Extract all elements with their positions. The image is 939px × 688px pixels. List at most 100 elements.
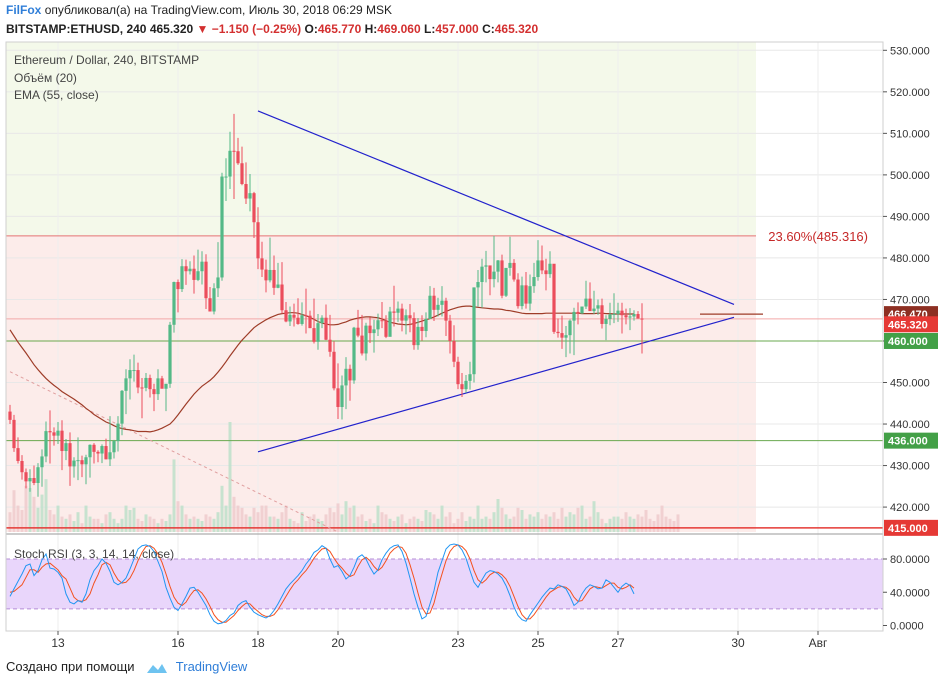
volume-bar <box>504 514 508 532</box>
price-tick-label: 440.000 <box>890 419 930 431</box>
volume-bar <box>500 507 504 532</box>
price-tick-label: 480.000 <box>890 253 930 265</box>
candle <box>48 410 52 464</box>
candle <box>140 377 144 419</box>
candle-body <box>192 268 196 280</box>
volume-bar <box>104 514 108 532</box>
candle-body <box>536 260 540 278</box>
candle <box>544 258 548 291</box>
candle-body <box>152 389 156 395</box>
candle <box>168 321 172 388</box>
candle-body <box>440 300 444 305</box>
volume-bar <box>664 516 668 532</box>
candle-body <box>360 335 364 354</box>
candle-body <box>404 315 408 321</box>
symbol-name: BITSTAMP:ETHUSD, 240 <box>6 22 147 36</box>
candle <box>552 263 556 334</box>
candle-body <box>48 431 52 433</box>
candle-body <box>640 318 644 320</box>
candle <box>120 389 124 436</box>
candle <box>312 298 316 344</box>
tradingview-brand-link[interactable]: TradingView <box>175 659 248 674</box>
candle-body <box>336 388 340 408</box>
volume-bar <box>212 518 216 532</box>
candle-body <box>60 430 64 452</box>
volume-bar <box>232 496 236 532</box>
candle <box>268 237 272 283</box>
candle-body <box>424 318 428 332</box>
volume-bar <box>48 510 52 532</box>
author-name[interactable]: FilFox <box>6 3 42 17</box>
volume-bar <box>112 518 116 532</box>
volume-bar <box>388 518 392 532</box>
volume-bar <box>88 516 92 532</box>
candles <box>8 113 644 497</box>
candle-body <box>500 260 504 296</box>
volume-bar <box>484 516 488 532</box>
time-tick-label: Авг <box>809 636 828 650</box>
last-price-tag: 465.320 <box>888 319 928 331</box>
volume-bar <box>516 507 520 532</box>
volume-bar <box>436 518 440 532</box>
candle <box>496 260 500 283</box>
chart-canvas[interactable]: 23.60%(485.316) 530.000 520.000 510.000 500… <box>0 0 939 656</box>
candle-body <box>384 320 388 337</box>
volume-bar <box>148 516 152 532</box>
candle-body <box>436 304 440 310</box>
volume-bar <box>412 516 416 532</box>
candle-body <box>144 377 148 388</box>
candle <box>252 191 256 238</box>
candle <box>324 304 328 341</box>
volume-bar <box>264 505 268 532</box>
stoch-tick-label: 40.0000 <box>890 587 930 599</box>
volume-bar <box>24 485 28 532</box>
candle <box>20 455 24 480</box>
candle <box>304 288 308 334</box>
volume-bar <box>520 510 524 532</box>
volume-bar <box>96 518 100 532</box>
candle-body <box>28 478 32 482</box>
candle-body <box>400 308 404 321</box>
candle <box>352 326 356 384</box>
candle <box>264 259 268 293</box>
candle <box>428 286 432 319</box>
volume-bar <box>528 514 532 532</box>
candle-body <box>580 306 584 314</box>
candle-body <box>264 269 268 281</box>
candle <box>600 298 604 329</box>
volume-bar <box>268 516 272 532</box>
close-label: C: <box>482 22 495 36</box>
candle <box>456 356 460 390</box>
candle-body <box>344 368 348 386</box>
candle-body <box>620 310 624 316</box>
candle <box>248 174 252 212</box>
candle-body <box>292 314 296 318</box>
candle <box>360 314 364 356</box>
time-tick-label: 23 <box>451 636 465 650</box>
volume-bar <box>596 512 600 532</box>
candle <box>476 269 480 307</box>
volume-bar <box>224 505 228 532</box>
candle <box>348 364 352 401</box>
candle <box>92 443 96 464</box>
last-price-tag-bg <box>884 316 938 333</box>
volume-bar <box>272 516 276 532</box>
candle-body <box>168 324 172 384</box>
candle-body <box>124 378 128 391</box>
candle <box>592 290 596 314</box>
candle <box>36 463 40 497</box>
candle-body <box>312 328 316 342</box>
candle-body <box>540 260 544 271</box>
candle <box>160 375 164 389</box>
candle-body <box>92 444 96 452</box>
price-change: −1.150 (−0.25%) <box>211 22 302 36</box>
volume-bar <box>440 505 444 532</box>
volume-bar <box>196 518 200 532</box>
volume-bar <box>312 514 316 532</box>
candle-body <box>40 456 44 468</box>
candle <box>464 375 468 393</box>
candle <box>440 286 444 317</box>
candle-body <box>24 472 28 482</box>
candle-body <box>176 282 180 290</box>
candle <box>400 303 404 332</box>
